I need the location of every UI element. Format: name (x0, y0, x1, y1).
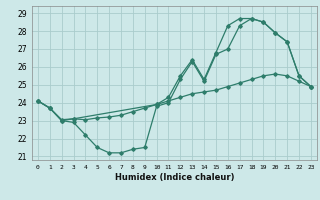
X-axis label: Humidex (Indice chaleur): Humidex (Indice chaleur) (115, 173, 234, 182)
